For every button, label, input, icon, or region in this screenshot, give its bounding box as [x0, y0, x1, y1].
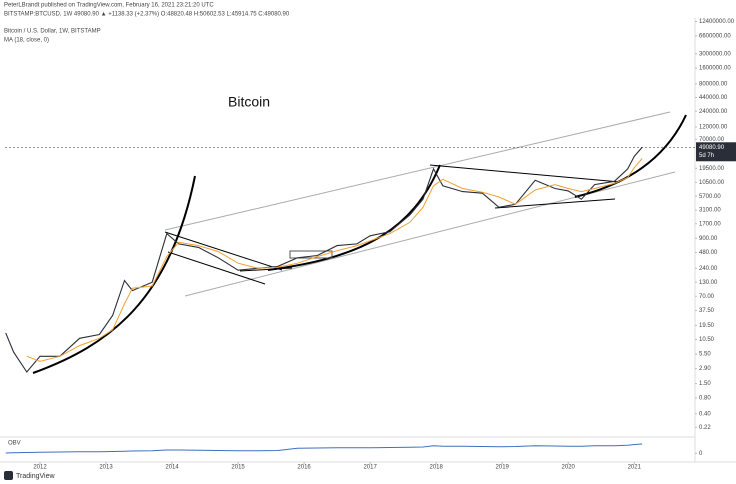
chart-title: Bitcoin — [228, 94, 270, 110]
ma-line — [26, 158, 643, 362]
legend-entry: MA (18, close, 0) — [4, 38, 49, 44]
y-tick-label: 6600000.00 — [699, 33, 731, 39]
y-tick-label: 240000.00 — [699, 109, 728, 115]
y-tick-label: 1700.00 — [699, 221, 721, 227]
parabola-3 — [574, 114, 687, 198]
y-tick-label: 10.50 — [699, 337, 715, 343]
x-tick-label: 2018 — [429, 465, 443, 471]
parabola-1 — [32, 175, 196, 374]
y-tick-label: 480.00 — [699, 250, 718, 256]
channel-upper — [164, 111, 671, 231]
logo-icon — [4, 471, 13, 480]
price-line — [5, 146, 643, 373]
y-tick-label: 19.50 — [699, 323, 715, 329]
y-tick-label: 240.00 — [699, 266, 718, 272]
y-tick-label: 0.80 — [699, 396, 711, 402]
y-tick-label: 1600000.00 — [699, 66, 731, 72]
publish-info: PeterLBrandt published on TradingView.co… — [4, 3, 214, 9]
y-tick-label: 800000.00 — [699, 81, 728, 87]
y-tick-label: 37.50 — [699, 308, 715, 314]
y-tick-label: 10500.00 — [699, 180, 725, 186]
triangle-top — [429, 164, 621, 183]
legend-entry: Bitcoin / U.S. Dollar, 1W, BITSTAMP — [4, 29, 101, 35]
y-tick-label: 2.90 — [699, 366, 711, 372]
y-tick-label: 0.22 — [699, 425, 711, 431]
pennant-base — [239, 267, 293, 272]
y-tick-label: 70000.00 — [699, 137, 725, 143]
range-box — [289, 250, 333, 259]
x-tick-label: 2017 — [363, 465, 377, 471]
triangle-bottom — [494, 198, 616, 209]
symbol-line: BITSTAMP:BTCUSD, 1W 49080.90 ▲ +1138.33 … — [4, 12, 290, 18]
countdown-label: 5d 7h — [699, 153, 714, 159]
obv-line — [5, 443, 643, 454]
x-tick-label: 2015 — [231, 465, 245, 471]
y-tick-label: 5.50 — [699, 352, 711, 358]
annotations — [32, 111, 687, 374]
x-tick-label: 2012 — [33, 465, 47, 471]
x-tick-label: 2013 — [99, 465, 113, 471]
y-tick-label: 70.00 — [699, 294, 715, 300]
y-tick-label: 3000000.00 — [699, 51, 731, 57]
obv-label: OBV — [8, 441, 21, 447]
x-tick-label: 2021 — [628, 465, 642, 471]
x-tick-label: 2014 — [165, 465, 179, 471]
x-tick-label: 2016 — [297, 465, 311, 471]
x-tick-label: 2020 — [562, 465, 576, 471]
y-tick-label: 440000.00 — [699, 95, 728, 101]
y-tick-label: 12400000.00 — [699, 19, 735, 25]
x-tick-label: 2019 — [496, 465, 510, 471]
pennant-bottom — [167, 251, 266, 285]
pennant-top — [164, 231, 283, 271]
last-price-box — [696, 142, 736, 162]
y-tick-label: 0.40 — [699, 411, 711, 417]
y-tick-label: 900.00 — [699, 236, 718, 242]
y-tick-label: 5700.00 — [699, 194, 721, 200]
last-price-label: 49080.90 — [699, 145, 725, 151]
y-tick-label: 130.00 — [699, 280, 718, 286]
logo-text: TradingView — [16, 473, 55, 480]
y-tick-label: 3100.00 — [699, 208, 721, 214]
y-tick-label: 1.50 — [699, 381, 711, 387]
y-tick-label: 120000.00 — [699, 125, 728, 131]
y-tick-label: 19500.00 — [699, 166, 725, 172]
obv-tick-label: 0 — [699, 451, 703, 457]
